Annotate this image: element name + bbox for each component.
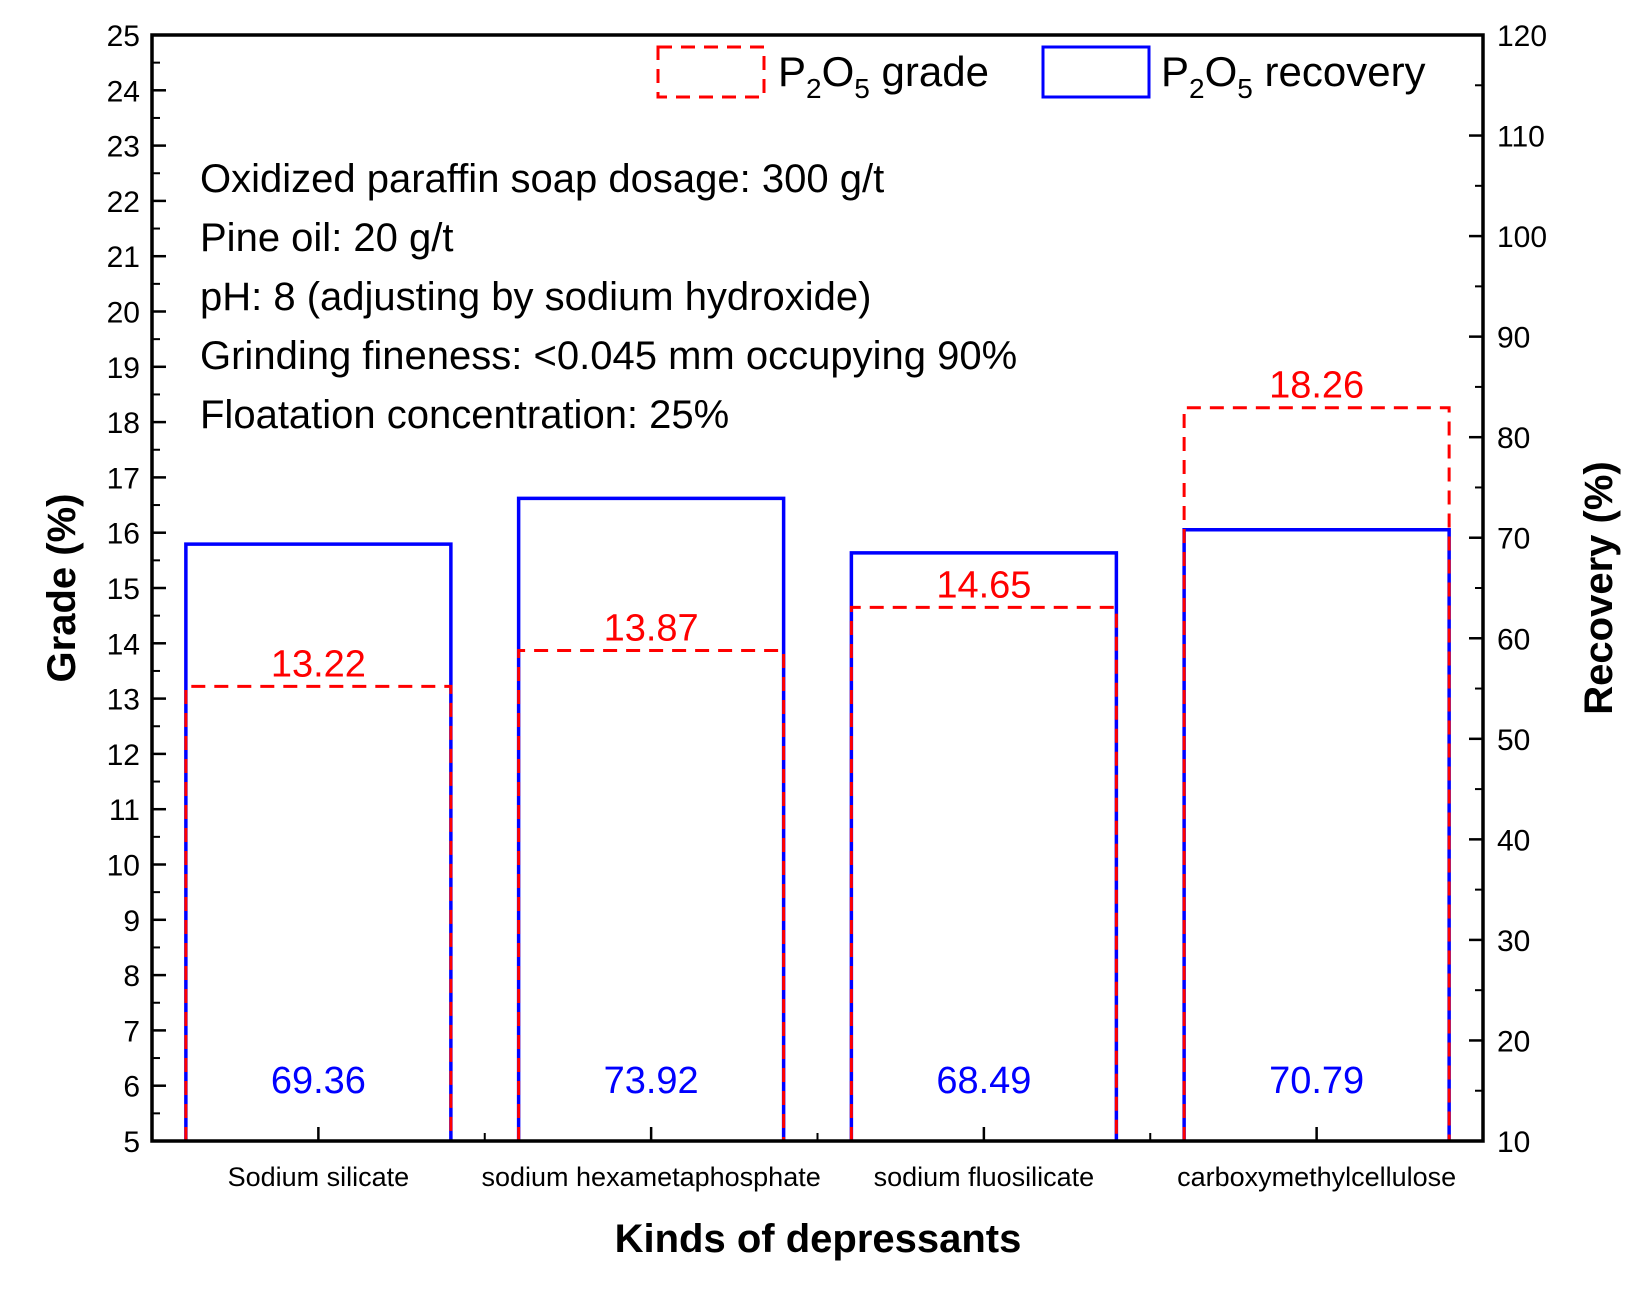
left-tick-label: 10 [107, 850, 140, 883]
left-tick-label: 9 [123, 905, 140, 938]
recovery-bar [516, 496, 786, 1141]
condition-annotation: Grinding fineness: <0.045 mm occupying 9… [200, 334, 1017, 378]
left-tick-label: 22 [107, 186, 140, 219]
right-tick-label: 110 [1497, 121, 1545, 154]
left-tick-label: 18 [107, 407, 140, 440]
condition-annotation: pH: 8 (adjusting by sodium hydroxide) [200, 275, 871, 319]
recovery-bar [849, 551, 1119, 1141]
category-label: sodium hexametaphosphate [482, 1162, 821, 1192]
grade-bar [517, 648, 786, 1141]
right-tick-label: 40 [1497, 824, 1530, 857]
left-tick-label: 5 [123, 1126, 140, 1159]
left-tick-label: 12 [107, 739, 140, 772]
grade-value-label: 13.22 [271, 643, 366, 685]
condition-annotation: Oxidized paraffin soap dosage: 300 g/t [200, 157, 884, 201]
recovery-bar [1182, 528, 1451, 1141]
right-tick-label: 80 [1497, 422, 1530, 455]
right-tick-label: 20 [1497, 1025, 1530, 1058]
right-tick-label: 50 [1497, 724, 1530, 757]
grade-bar [184, 684, 453, 1141]
left-tick-label: 7 [123, 1015, 140, 1048]
right-tick-label: 120 [1497, 20, 1547, 53]
grade-value-label: 13.87 [604, 607, 699, 649]
left-tick-label: 23 [107, 131, 140, 164]
legend-recovery-swatch [1041, 45, 1151, 99]
x-axis-title: Kinds of depressants [615, 1217, 1022, 1261]
right-tick-label: 70 [1497, 523, 1530, 556]
left-tick-label: 14 [107, 628, 140, 661]
left-tick-label: 21 [107, 241, 140, 274]
category-label: Sodium silicate [228, 1162, 410, 1192]
right-tick-label: 90 [1497, 322, 1530, 355]
left-tick-label: 6 [123, 1071, 140, 1104]
category-label: carboxymethylcellulose [1177, 1162, 1456, 1192]
right-tick-label: 100 [1497, 221, 1547, 254]
grade-value-label: 18.26 [1269, 365, 1364, 407]
y2-axis-title: Recovery (%) [1577, 461, 1621, 714]
recovery-bar [184, 542, 453, 1141]
legend-grade-swatch [656, 45, 766, 99]
right-tick-label: 10 [1497, 1126, 1530, 1159]
recovery-value-label: 70.79 [1269, 1060, 1364, 1102]
left-tick-label: 11 [109, 794, 140, 827]
left-tick-label: 17 [107, 462, 140, 495]
y-axis-title: Grade (%) [40, 494, 84, 683]
recovery-value-label: 68.49 [936, 1060, 1031, 1102]
recovery-value-label: 69.36 [271, 1060, 366, 1102]
grade-bar [1182, 406, 1451, 1141]
condition-annotation: Pine oil: 20 g/t [200, 216, 454, 260]
right-tick-label: 60 [1497, 623, 1530, 656]
left-tick-label: 24 [107, 75, 140, 108]
left-tick-label: 20 [107, 297, 140, 330]
recovery-value-label: 73.92 [604, 1060, 699, 1102]
category-label: sodium fluosilicate [874, 1162, 1095, 1192]
condition-annotation: Floatation concentration: 25% [200, 393, 729, 437]
legend-recovery-label: P2O5 recovery [1161, 48, 1426, 104]
legend-grade-label: P2O5 grade [778, 48, 989, 104]
left-tick-label: 8 [123, 960, 140, 993]
grade-bar [849, 605, 1118, 1141]
left-tick-label: 25 [107, 20, 140, 53]
left-tick-label: 13 [107, 684, 140, 717]
left-tick-label: 19 [107, 352, 140, 385]
right-tick-label: 30 [1497, 925, 1530, 958]
left-tick-label: 15 [107, 573, 140, 606]
left-tick-label: 16 [107, 518, 140, 551]
grade-value-label: 14.65 [936, 564, 1031, 606]
